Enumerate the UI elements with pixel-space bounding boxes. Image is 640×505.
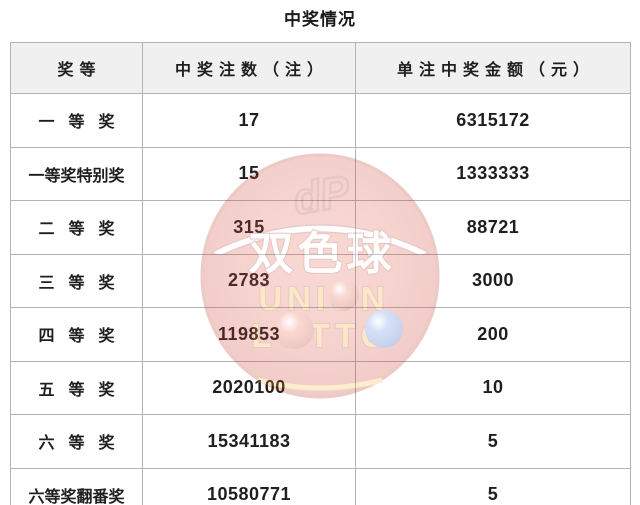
table-row: 六等奖 15341183 5 bbox=[10, 414, 631, 469]
prize-table-body: 一等奖 17 6315172 一等奖特别奖 15 1333333 二等奖 315 88721 三等… bbox=[10, 93, 631, 505]
prize-level-cell: 一等奖 bbox=[10, 93, 143, 148]
prize-level-cell: 五等奖 bbox=[10, 360, 143, 415]
winning-bets-cell: 2783 bbox=[142, 253, 356, 308]
prize-amount-cell: 6315172 bbox=[355, 93, 631, 148]
prize-amount-cell: 200 bbox=[355, 307, 631, 362]
prize-level-cell: 六等奖翻番奖 bbox=[10, 467, 143, 505]
table-row: 六等奖翻番奖 10580771 5 bbox=[10, 467, 631, 505]
prize-level-cell: 一等奖特别奖 bbox=[10, 146, 143, 201]
header-row: 奖等 中奖注数（注） 单注中奖金额（元） bbox=[10, 42, 631, 94]
table-row: 二等奖 315 88721 bbox=[10, 200, 631, 255]
header-winning-bets: 中奖注数（注） bbox=[142, 42, 356, 94]
prize-amount-cell: 88721 bbox=[355, 200, 631, 255]
winning-bets-cell: 315 bbox=[142, 200, 356, 255]
winning-bets-cell: 15341183 bbox=[142, 414, 356, 469]
winning-bets-cell: 15 bbox=[142, 146, 356, 201]
prize-amount-cell: 3000 bbox=[355, 253, 631, 308]
prize-amount-cell: 5 bbox=[355, 467, 631, 505]
prize-level-cell: 六等奖 bbox=[10, 414, 143, 469]
table-row: 四等奖 119853 200 bbox=[10, 307, 631, 362]
prize-table-header: 奖等 中奖注数（注） 单注中奖金额（元） bbox=[10, 42, 631, 94]
winning-bets-cell: 10580771 bbox=[142, 467, 356, 505]
prize-level-cell: 二等奖 bbox=[10, 200, 143, 255]
table-row: 一等奖特别奖 15 1333333 bbox=[10, 146, 631, 201]
table-row: 五等奖 2020100 10 bbox=[10, 360, 631, 415]
winning-bets-cell: 17 bbox=[142, 93, 356, 148]
winning-bets-cell: 2020100 bbox=[142, 360, 356, 415]
table-row: 三等奖 2783 3000 bbox=[10, 253, 631, 308]
prize-level-cell: 三等奖 bbox=[10, 253, 143, 308]
page-title: 中奖情况 bbox=[284, 10, 356, 29]
header-prize-amount: 单注中奖金额（元） bbox=[355, 42, 631, 94]
winning-bets-cell: 119853 bbox=[142, 307, 356, 362]
prize-amount-cell: 10 bbox=[355, 360, 631, 415]
prize-table: 奖等 中奖注数（注） 单注中奖金额（元） 一等奖 17 6315172 一等奖特别奖 1… bbox=[10, 42, 631, 505]
prize-table-wrap: 奖等 中奖注数（注） 单注中奖金额（元） 一等奖 17 6315172 一等奖特别奖 1… bbox=[10, 42, 631, 505]
prize-level-cell: 四等奖 bbox=[10, 307, 143, 362]
header-prize-level: 奖等 bbox=[10, 42, 143, 94]
prize-amount-cell: 1333333 bbox=[355, 146, 631, 201]
prize-amount-cell: 5 bbox=[355, 414, 631, 469]
table-row: 一等奖 17 6315172 bbox=[10, 93, 631, 148]
